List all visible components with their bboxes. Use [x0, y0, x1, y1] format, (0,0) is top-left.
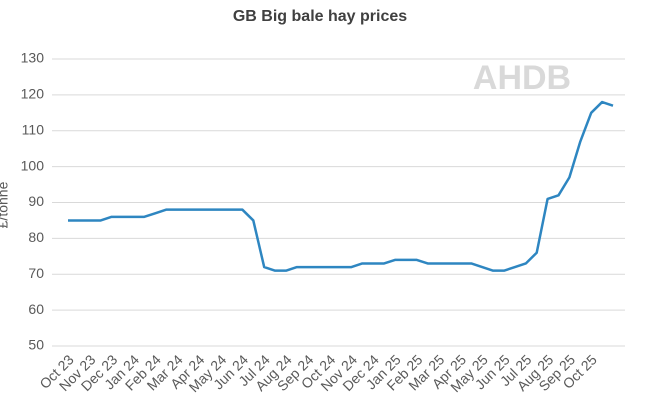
y-axis-label: £/tonne — [0, 181, 11, 228]
y-tick-label: 90 — [28, 193, 44, 209]
y-tick-label: 110 — [22, 121, 45, 137]
y-tick-label: 120 — [21, 86, 45, 102]
y-tick-label: 70 — [28, 265, 44, 281]
y-tick-label: 130 — [21, 50, 45, 66]
y-tick-label: 50 — [28, 337, 44, 353]
watermark: AHDB — [473, 59, 571, 97]
chart-title: GB Big bale hay prices — [233, 8, 407, 25]
y-tick-label: 60 — [28, 301, 44, 317]
y-tick-label: 100 — [21, 157, 45, 173]
data-line — [68, 100, 614, 272]
y-tick-label: 80 — [28, 229, 44, 245]
